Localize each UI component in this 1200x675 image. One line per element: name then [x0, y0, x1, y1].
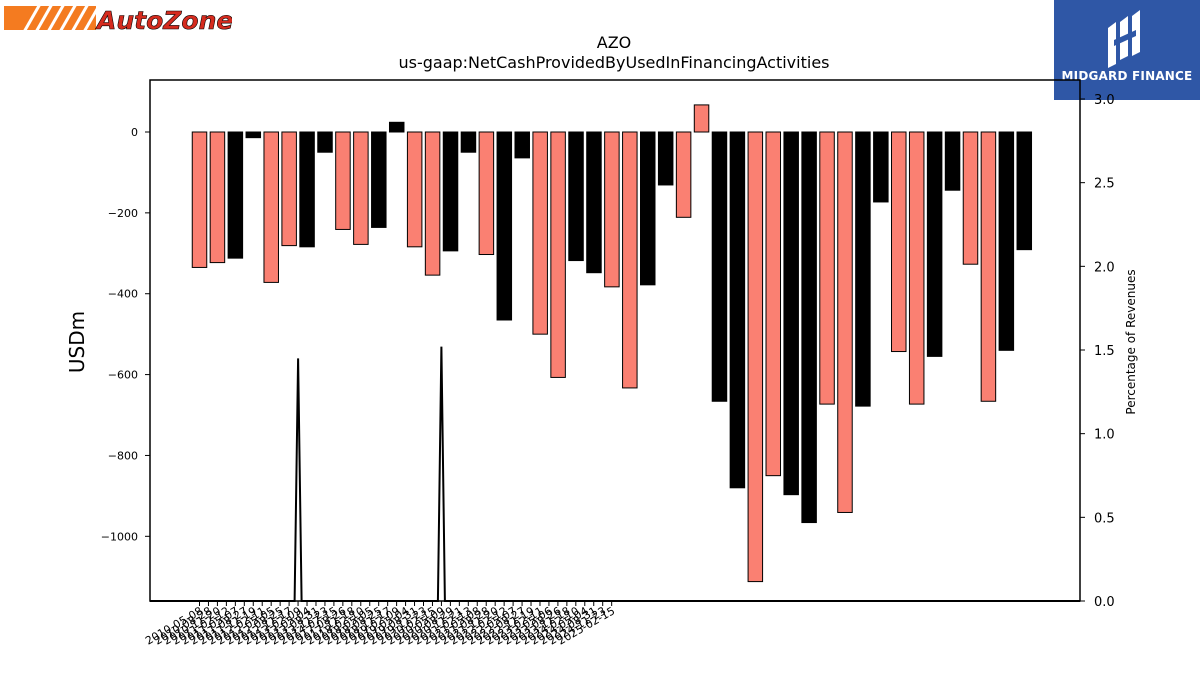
bar	[908, 131, 925, 405]
bar	[442, 131, 459, 252]
bar	[406, 131, 423, 248]
bar	[891, 131, 907, 353]
bar	[622, 131, 638, 389]
bar	[568, 131, 584, 262]
bar	[245, 131, 262, 139]
bar	[765, 131, 782, 477]
y2-tick-label: 1.5	[1094, 344, 1115, 359]
bar	[980, 131, 997, 402]
midgard-emblem-icon	[1108, 10, 1140, 68]
pct-line	[150, 346, 1080, 602]
bar	[1016, 131, 1033, 251]
bar	[317, 131, 333, 153]
bar	[191, 131, 208, 268]
bar	[944, 131, 961, 191]
bar	[263, 131, 279, 283]
plot-frame	[149, 79, 1081, 602]
bar	[819, 131, 835, 405]
autozone-logo: AutoZone	[4, 3, 234, 38]
midgard-logo: MIDGARD FINANCE	[1054, 0, 1200, 100]
y2-tick-label: 1.0	[1094, 428, 1115, 443]
y2-tick-label: 3.0	[1094, 93, 1115, 108]
bar	[657, 131, 674, 186]
bar	[478, 131, 495, 256]
bar	[711, 131, 728, 402]
bar	[747, 131, 764, 583]
bar	[460, 131, 477, 153]
y-tick-label: 0	[131, 126, 138, 139]
bar	[388, 121, 405, 133]
bar	[353, 131, 369, 245]
y-axis-label: USDm	[65, 311, 89, 373]
y-tick-label: −200	[108, 207, 138, 220]
y2-tick-label: 0.5	[1094, 511, 1115, 526]
y-tick-label: −800	[108, 449, 138, 462]
chart-title: AZO	[597, 33, 632, 52]
bar	[586, 131, 602, 274]
bar	[783, 131, 799, 496]
bar	[640, 131, 656, 286]
bar	[335, 131, 351, 230]
pct-line-layer	[150, 346, 1080, 602]
bar	[837, 131, 853, 513]
bar	[209, 131, 226, 264]
bar	[550, 131, 566, 378]
bar	[801, 131, 817, 524]
y2-tick-label: 2.5	[1094, 177, 1115, 192]
y-tick-label: −1000	[101, 530, 138, 543]
chart-subtitle: us-gaap:NetCashProvidedByUsedInFinancing…	[398, 53, 829, 72]
bar	[281, 131, 297, 247]
bar	[962, 131, 979, 265]
bar	[855, 131, 871, 407]
bar	[675, 131, 692, 218]
bars-layer	[191, 104, 1033, 583]
y2-axis-label: Percentage of Revenues	[1124, 269, 1138, 414]
autozone-logo-text: AutoZone	[95, 6, 232, 34]
bar	[873, 131, 889, 203]
bar	[729, 131, 746, 489]
bar	[532, 131, 548, 335]
y2-tick-label: 2.0	[1094, 260, 1115, 275]
bar	[514, 131, 530, 159]
bar	[693, 104, 710, 133]
bar	[299, 131, 315, 248]
bar	[604, 131, 620, 288]
midgard-logo-text: MIDGARD FINANCE	[1061, 69, 1193, 83]
bar	[998, 131, 1015, 351]
bar	[424, 131, 441, 276]
y-tick-label: −400	[108, 288, 138, 301]
bar	[227, 131, 244, 259]
y-tick-label: −600	[108, 369, 138, 382]
bar	[496, 131, 513, 321]
bar	[371, 131, 387, 228]
bar	[926, 131, 943, 357]
y2-tick-label: 0.0	[1094, 595, 1115, 610]
autozone-logo-graphic: AutoZone	[4, 3, 234, 35]
